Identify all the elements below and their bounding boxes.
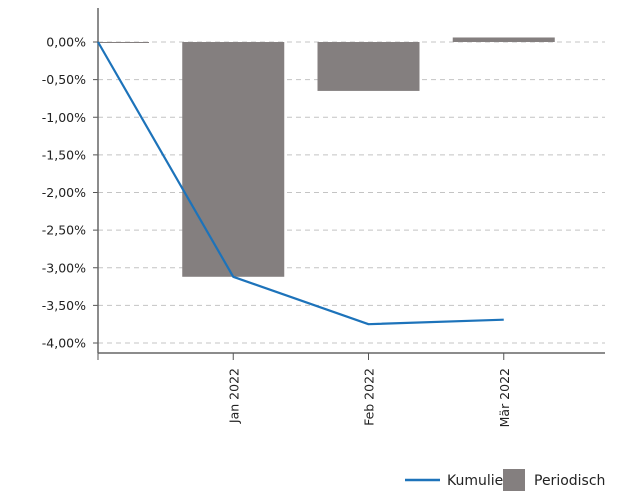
legend-periodisch-label: Periodisch (534, 473, 605, 489)
bar-periodisch (182, 42, 284, 277)
x-tick-label: Jan 2022 (226, 368, 241, 424)
y-tick-label: -1,50% (42, 147, 86, 162)
x-tick-labels: Jan 2022 Feb 2022 Mär 2022 (226, 368, 512, 427)
y-tick-label: -3,50% (42, 298, 86, 313)
y-tick-labels: 0,00% -0,50% -1,00% -1,50% -2,00% -2,50% -3,00… (42, 35, 86, 351)
y-tick-label: -0,50% (42, 72, 86, 87)
bars (98, 37, 555, 276)
y-tick-label: -2,50% (42, 223, 86, 238)
y-tick-label: -2,00% (42, 185, 86, 200)
bar-periodisch (318, 42, 420, 91)
y-tick-label: -3,00% (42, 260, 86, 275)
bar-periodisch (453, 37, 555, 42)
lines (98, 42, 504, 324)
legend-periodisch-marker (503, 469, 525, 491)
x-tick-label: Mär 2022 (497, 368, 512, 427)
legend: Kumuliert Periodisch (405, 469, 605, 491)
x-tick-label: Feb 2022 (362, 368, 377, 426)
bar-periodisch (98, 42, 149, 43)
line-kumuliert (98, 42, 504, 324)
y-tick-label: -1,00% (42, 110, 86, 125)
y-tick-label: 0,00% (46, 35, 86, 50)
y-tick-label: -4,00% (42, 336, 86, 351)
